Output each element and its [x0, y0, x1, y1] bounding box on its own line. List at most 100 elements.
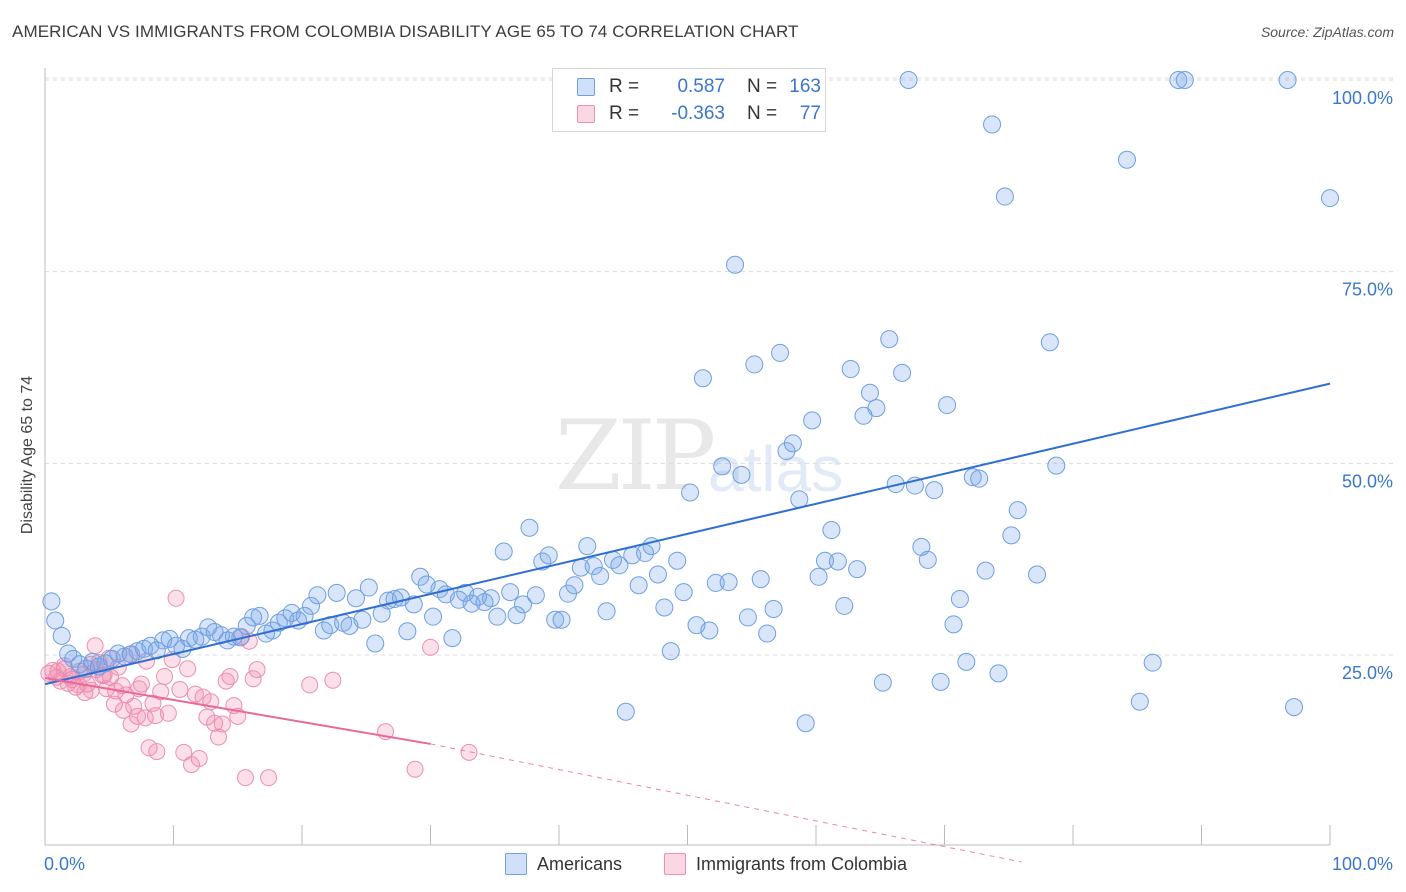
- bottom-legend-label-americans: Americans: [537, 853, 623, 874]
- americans-point: [520, 518, 539, 537]
- americans-point: [244, 608, 263, 627]
- americans-point: [764, 600, 783, 618]
- colombia-point: [260, 769, 278, 787]
- americans-point: [899, 71, 918, 89]
- legend-n-value: 163: [789, 76, 821, 97]
- americans-point: [526, 586, 545, 605]
- americans-point: [1002, 526, 1021, 545]
- americans-point: [661, 642, 680, 661]
- y-tick-label: 75.0%: [1342, 280, 1393, 300]
- americans-point: [327, 583, 346, 602]
- americans-point: [873, 673, 892, 692]
- americans-point: [52, 626, 71, 645]
- americans-point: [706, 573, 725, 592]
- colombia-trend-line: [44, 677, 431, 745]
- americans-point: [565, 576, 584, 595]
- americans-point: [1321, 189, 1339, 208]
- legend-n-label: N =: [747, 103, 778, 124]
- legend-n-value: 77: [799, 103, 821, 124]
- legend-r-label: R =: [609, 103, 640, 124]
- legend-r-value: 0.587: [677, 76, 725, 97]
- americans-point: [443, 629, 462, 648]
- americans-point: [995, 187, 1014, 206]
- legend-r-value: -0.363: [671, 103, 725, 124]
- colombia-point: [125, 697, 143, 715]
- colombia-point: [460, 743, 478, 761]
- colombia-point: [179, 660, 197, 678]
- americans-point: [46, 611, 65, 630]
- americans-point: [918, 550, 937, 569]
- colombia-point: [136, 709, 154, 727]
- legend-n-label: N =: [747, 76, 778, 97]
- americans-point: [616, 702, 635, 721]
- americans-point: [738, 608, 757, 627]
- colombia-point: [156, 667, 174, 685]
- americans-point: [957, 652, 976, 671]
- americans-point: [719, 573, 738, 592]
- americans-point: [668, 551, 687, 570]
- colombia-point: [301, 676, 319, 694]
- americans-point: [828, 552, 847, 571]
- americans-point: [179, 629, 198, 648]
- bottom-legend-colombia: Immigrants from Colombia: [664, 852, 907, 876]
- americans-point: [610, 556, 629, 575]
- colombia-point: [248, 661, 266, 679]
- americans-point: [488, 607, 507, 626]
- americans-point: [346, 589, 365, 608]
- watermark-zip: ZIP: [555, 400, 716, 512]
- americans-point: [841, 360, 860, 379]
- americans-point: [42, 592, 61, 611]
- americans-point: [815, 551, 834, 570]
- colombia-point: [159, 704, 177, 722]
- americans-point: [796, 714, 815, 733]
- americans-point: [931, 672, 950, 691]
- americans-point: [700, 621, 719, 640]
- americans-point: [1040, 333, 1059, 352]
- americans-point: [160, 629, 179, 648]
- americans-point: [777, 442, 796, 461]
- americans-point: [989, 664, 1008, 683]
- americans-point: [822, 521, 841, 540]
- americans-point: [366, 634, 385, 653]
- americans-point: [398, 622, 417, 641]
- americans-point: [59, 644, 78, 663]
- americans-point: [963, 468, 982, 487]
- americans-point: [1169, 71, 1188, 89]
- americans-point: [269, 613, 288, 632]
- americans-point: [96, 654, 115, 673]
- colombia-trend-extension: [430, 743, 1022, 863]
- americans-point: [584, 557, 603, 576]
- x-tick-label: 100.0%: [1332, 854, 1393, 874]
- colombia-point: [324, 671, 342, 689]
- americans-point: [353, 610, 372, 629]
- colombia-point: [190, 750, 208, 767]
- americans-points: [42, 71, 1339, 733]
- americans-trend-line: [44, 382, 1331, 686]
- americans-point: [1047, 456, 1066, 475]
- y-tick-label: 50.0%: [1342, 471, 1393, 491]
- bottom-legend-swatch-pink: [664, 853, 686, 875]
- americans-point: [1117, 150, 1136, 169]
- legend-swatch-pink: [577, 105, 595, 123]
- americans-point: [507, 606, 526, 625]
- colombia-point: [244, 670, 262, 688]
- americans-point: [514, 595, 533, 614]
- americans-point: [944, 615, 963, 634]
- americans-point: [1130, 692, 1149, 711]
- americans-point: [481, 589, 500, 608]
- colombia-point: [167, 589, 185, 607]
- americans-point: [867, 399, 886, 418]
- americans-point: [848, 560, 867, 579]
- americans-point: [359, 578, 378, 597]
- legend-row-americans: R = 0.587 N = 163: [553, 74, 821, 100]
- americans-point: [1278, 71, 1297, 89]
- colombia-point: [221, 667, 239, 685]
- colombia-point: [86, 637, 104, 655]
- americans-point: [751, 570, 770, 589]
- y-axis-label: Disability Age 65 to 74: [19, 375, 36, 535]
- americans-point: [681, 483, 700, 502]
- americans-point: [301, 596, 320, 615]
- americans-point: [976, 561, 995, 580]
- americans-point: [726, 255, 745, 274]
